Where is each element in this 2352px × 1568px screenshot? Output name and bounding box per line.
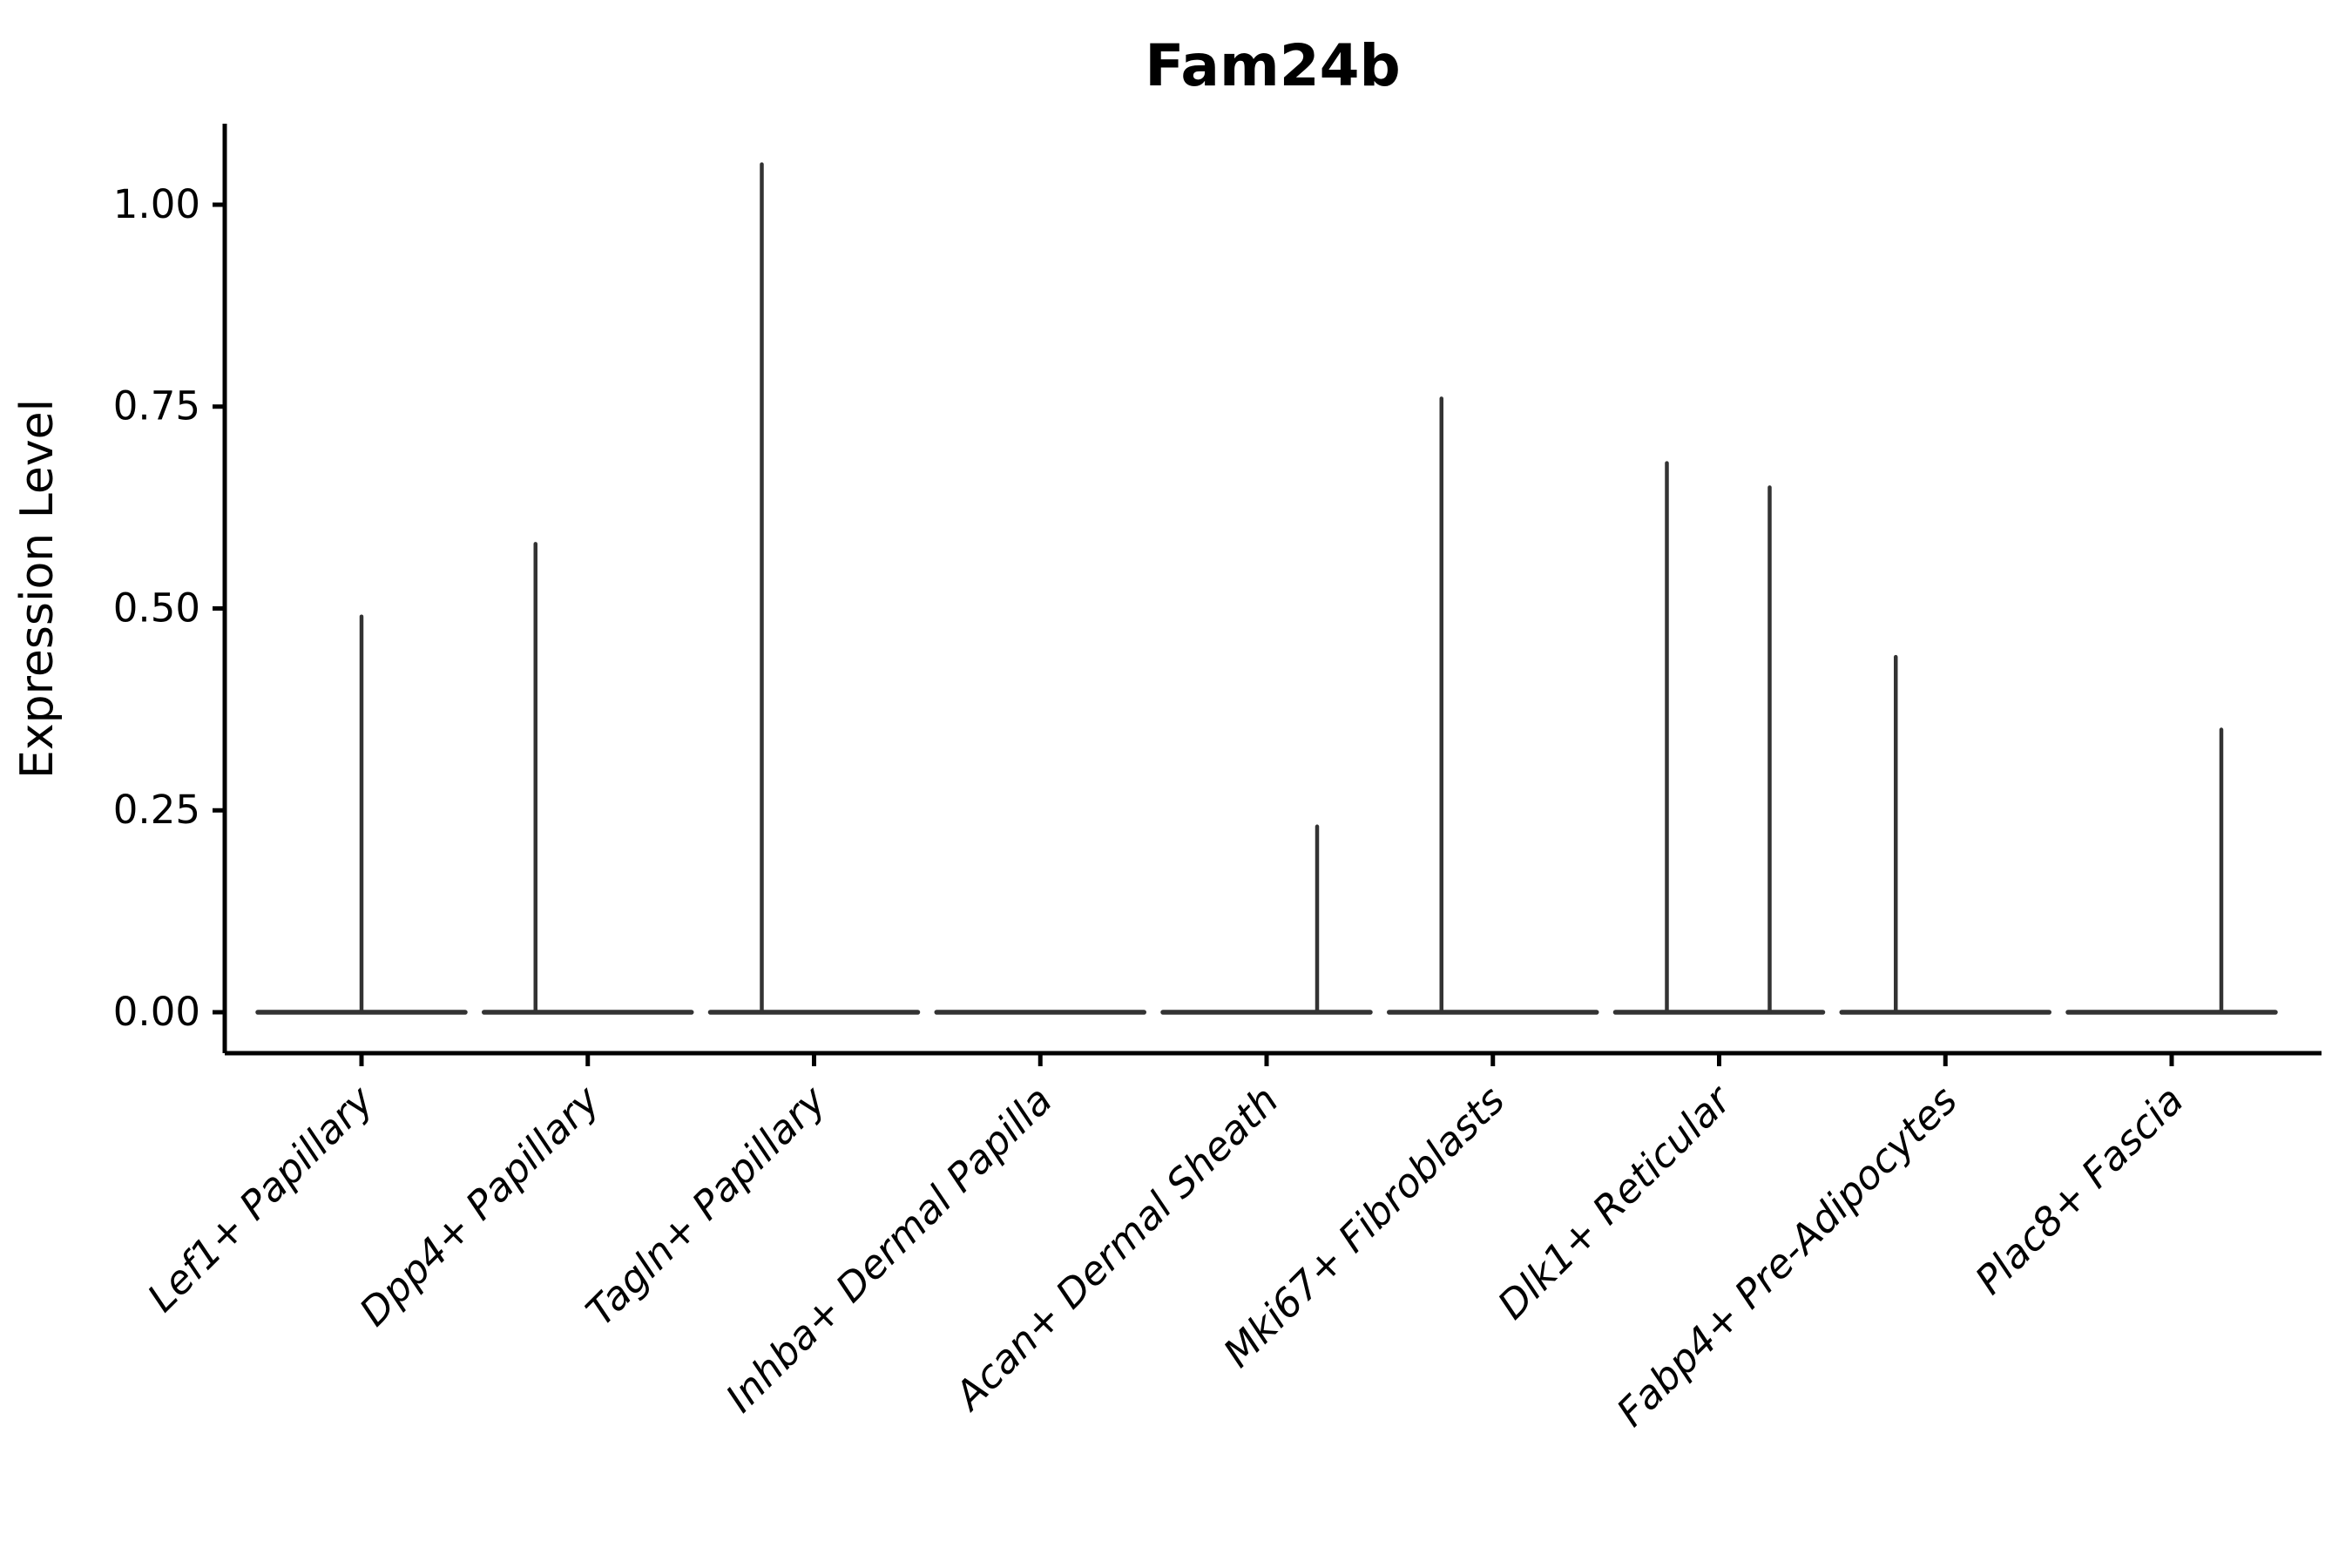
violin-8 <box>1839 654 2051 1015</box>
violins <box>255 162 2278 1015</box>
violin-6 <box>1387 396 1599 1015</box>
x-tick-label: Plac8+ Fascia <box>1966 1077 2193 1303</box>
violin-9 <box>2065 727 2278 1015</box>
y-tick-label: 0.50 <box>113 585 200 631</box>
y-axis-label: Expression Level <box>11 399 64 779</box>
axes <box>222 124 2322 1056</box>
x-tick-label: Dlk1+ Reticular <box>1489 1076 1741 1328</box>
x-tick-label: Tagln+ Papillary <box>577 1076 835 1335</box>
x-tick-label: Dpp4+ Papillary <box>350 1076 609 1335</box>
violin-1 <box>255 614 468 1015</box>
violin-2 <box>482 542 694 1015</box>
violin-5 <box>1160 824 1373 1015</box>
y-tick-label: 0.00 <box>113 989 200 1035</box>
violin-7 <box>1612 461 1826 1015</box>
violin-3 <box>707 162 921 1015</box>
plot-title: Fam24b <box>1145 32 1401 99</box>
y-tick-label: 0.25 <box>113 787 200 833</box>
y-axis-ticks: 0.00 0.25 0.50 0.75 1.00 <box>113 181 225 1035</box>
y-tick-label: 0.75 <box>113 383 200 429</box>
y-tick-label: 1.00 <box>113 181 200 227</box>
x-tick-label: Lef1+ Papillary <box>139 1076 383 1321</box>
